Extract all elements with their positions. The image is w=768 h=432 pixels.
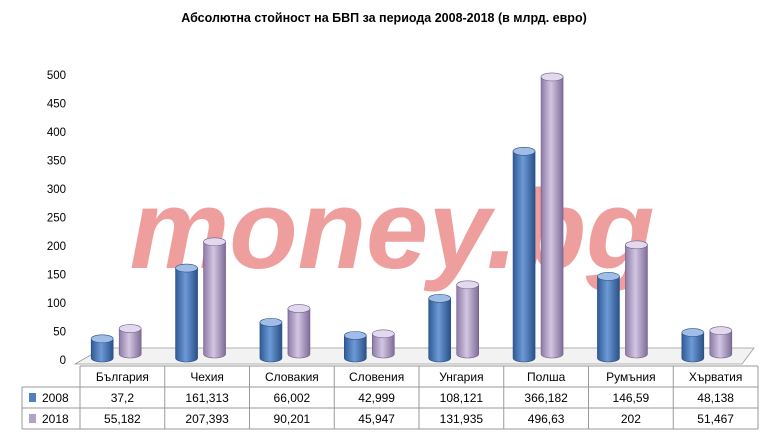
data-label: 108,121 [440, 391, 484, 405]
bar-cap [287, 304, 311, 313]
bar-2018-5 [540, 72, 564, 359]
y-tick-label: 100 [47, 298, 66, 310]
bars-layer [90, 72, 733, 363]
bar-cap [681, 328, 705, 337]
bar-cap [372, 329, 395, 339]
bar-cap [90, 334, 114, 344]
bar-body [287, 308, 311, 359]
bar-body [681, 332, 705, 363]
bar-2018-3 [372, 329, 395, 359]
bar-body [456, 284, 479, 359]
bar-body [625, 244, 648, 359]
bar-body [372, 333, 395, 359]
bar-body [344, 335, 367, 363]
bar-cap [344, 331, 367, 340]
bar-2008-5 [512, 146, 536, 363]
bar-cap [512, 146, 536, 156]
legend-label: 2018 [42, 412, 69, 426]
bar-cap [625, 240, 648, 250]
bar-2008-1 [175, 263, 198, 363]
bar-body [175, 267, 198, 363]
y-tick-label: 500 [47, 70, 66, 82]
data-label: 207,393 [185, 412, 229, 426]
legend-key [29, 414, 36, 423]
bar-2018-2 [287, 304, 311, 359]
bar-body [203, 241, 226, 359]
y-tick-label: 0 [60, 355, 66, 367]
bar-cap [175, 263, 198, 273]
bar-body [540, 76, 564, 359]
category-label: Румъния [606, 370, 655, 384]
bar-body [709, 330, 733, 359]
data-label: 51,467 [697, 412, 734, 426]
data-label: 55,182 [104, 412, 141, 426]
bar-cap [456, 280, 479, 290]
category-label: България [96, 370, 149, 384]
category-label: Полша [527, 370, 566, 384]
data-label: 366,182 [524, 391, 568, 405]
y-axis: 0 50 100 150 200 250 300 350 400 450 500 [47, 70, 66, 367]
bar-cap [540, 72, 564, 82]
category-label: Словакия [265, 370, 319, 384]
bar-2008-4 [428, 294, 451, 363]
bar-body [118, 328, 142, 359]
category-label: Хърватия [689, 370, 743, 384]
bar-2018-7 [709, 326, 733, 359]
y-tick-label: 300 [47, 184, 66, 196]
bar-2008-2 [259, 318, 283, 363]
data-label: 146,59 [613, 391, 650, 405]
bar-cap [118, 324, 142, 333]
data-label: 496,63 [528, 412, 565, 426]
bar-2008-0 [90, 334, 114, 363]
data-label: 131,935 [440, 412, 484, 426]
data-label: 66,002 [274, 391, 311, 405]
y-tick-label: 400 [47, 127, 66, 139]
data-label: 45,947 [358, 412, 395, 426]
bar-body [259, 322, 283, 363]
legend-key [29, 393, 36, 402]
data-label: 202 [621, 412, 641, 426]
data-label: 90,201 [274, 412, 311, 426]
bar-2018-0 [118, 324, 142, 359]
data-label: 161,313 [185, 391, 229, 405]
bar-cap [597, 272, 620, 281]
category-label: Унгария [439, 370, 483, 384]
data-label: 42,999 [358, 391, 395, 405]
data-label: 48,138 [697, 391, 734, 405]
bar-cap [203, 237, 226, 247]
legend-label: 2008 [42, 391, 69, 405]
bar-2018-4 [456, 280, 479, 359]
bar-2008-6 [597, 272, 620, 363]
bar-cap [428, 294, 451, 303]
data-label: 37,2 [111, 391, 135, 405]
bar-body [597, 276, 620, 363]
y-tick-label: 450 [47, 99, 66, 111]
bar-body [512, 150, 536, 363]
bar-cap [709, 326, 733, 335]
y-tick-label: 350 [47, 156, 66, 168]
bar-body [428, 298, 451, 363]
bar-cap [259, 318, 283, 327]
y-tick-label: 250 [47, 213, 66, 225]
y-tick-label: 150 [47, 270, 66, 282]
bar-2008-3 [344, 331, 367, 363]
y-tick-label: 200 [47, 241, 66, 253]
bar-2008-7 [681, 328, 705, 363]
data-table: България Чехия Словакия Словения Унгария Полш… [21, 365, 759, 430]
y-tick-label: 50 [53, 327, 66, 339]
category-label: Чехия [190, 370, 224, 384]
category-label: Словения [349, 370, 404, 384]
bar-2018-6 [625, 240, 648, 359]
chart-title: Абсолютна стойност на БВП за периода 200… [181, 11, 587, 25]
bar-body [90, 338, 114, 363]
bar-2018-1 [203, 237, 226, 359]
